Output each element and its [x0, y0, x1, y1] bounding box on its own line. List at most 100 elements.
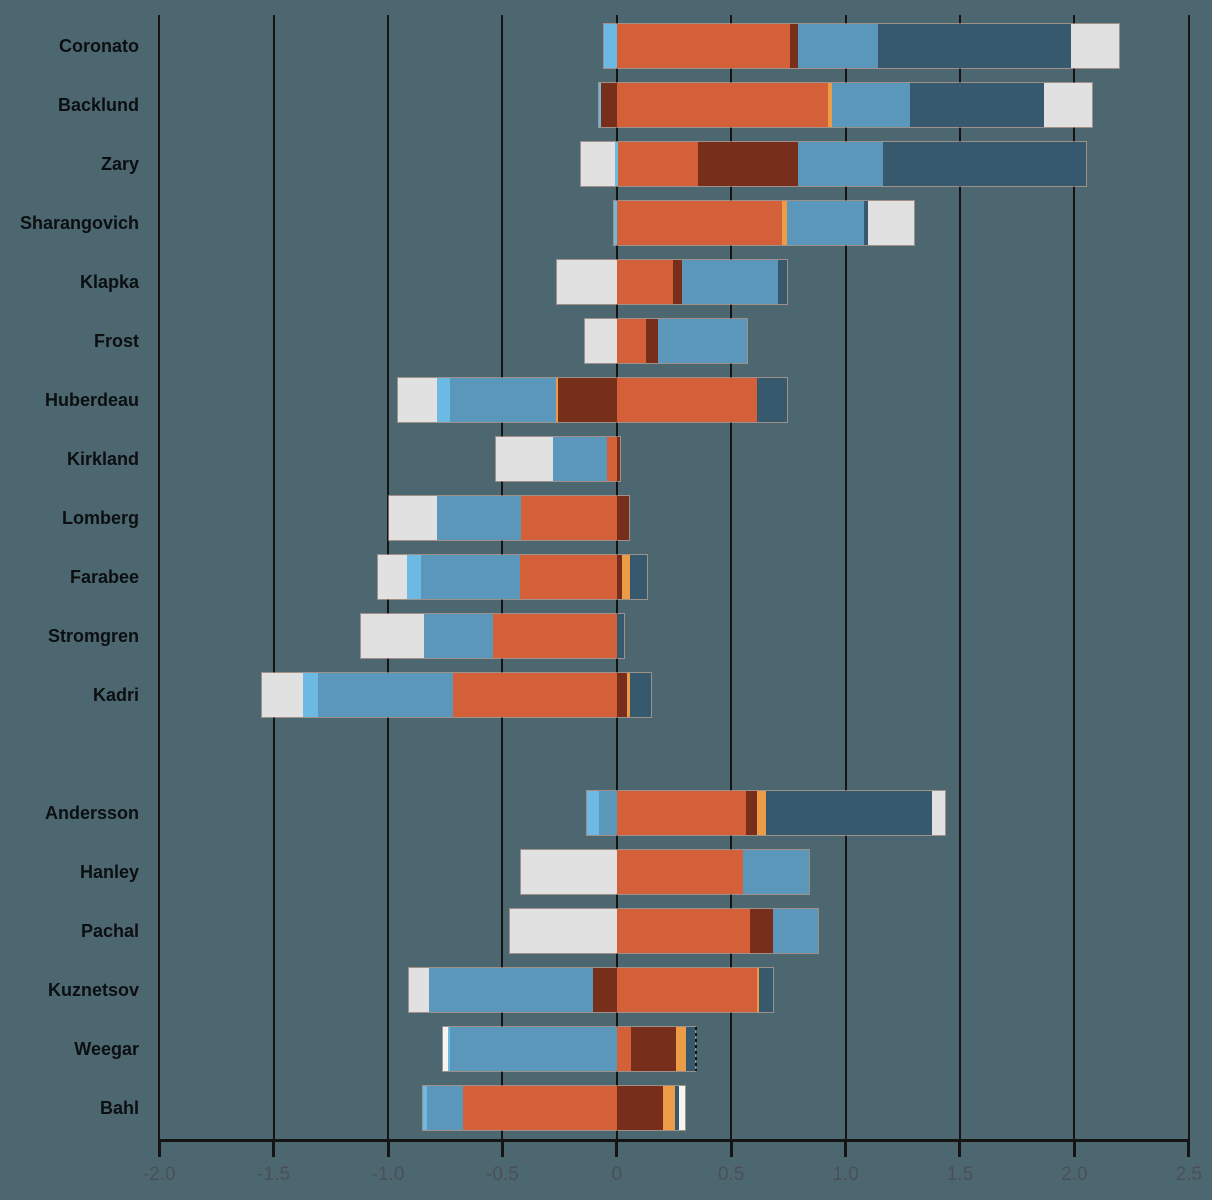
bar-segment	[616, 791, 746, 835]
bar-segment	[629, 555, 647, 599]
x-axis-tick	[729, 1140, 733, 1157]
bar-segment	[397, 378, 438, 422]
bar-segment	[616, 1086, 664, 1130]
bar-segment	[361, 614, 425, 658]
bar-segment	[745, 791, 757, 835]
bar-segment	[616, 968, 758, 1012]
bar-segment	[781, 201, 787, 245]
bar-segment	[759, 968, 774, 1012]
bar-segment	[585, 319, 617, 363]
bar-segment	[1070, 24, 1119, 68]
bar-segment	[750, 909, 773, 953]
bar-segment	[614, 201, 617, 245]
x-axis-tick	[500, 1140, 504, 1157]
bar-segment	[443, 1027, 448, 1071]
bar-segment	[388, 496, 437, 540]
bar-segment	[778, 260, 787, 304]
row-label: Backlund	[57, 95, 139, 115]
x-axis-tick	[386, 1140, 390, 1157]
bar-segment	[420, 555, 520, 599]
bar-segment	[1044, 83, 1092, 127]
gridline	[1073, 15, 1076, 1140]
bar-segment	[409, 968, 430, 1012]
bar-segment	[407, 555, 421, 599]
bar-segment	[616, 437, 621, 481]
bar-segment	[616, 1027, 631, 1071]
bar-segment	[697, 142, 798, 186]
bar-segment	[757, 968, 760, 1012]
gridline	[844, 15, 847, 1140]
gridline	[958, 15, 961, 1140]
bar-segment	[827, 83, 833, 127]
bar-segment	[616, 319, 647, 363]
row-label: Kirkland	[66, 449, 139, 469]
x-axis-line	[157, 1139, 1191, 1142]
row-label: Weegar	[74, 1039, 139, 1059]
bar-segment	[598, 791, 617, 835]
bar-segment	[630, 1027, 676, 1071]
x-axis-tick	[1072, 1140, 1076, 1157]
bar-segment	[616, 909, 751, 953]
bar-segment	[616, 850, 744, 894]
bar-segment	[557, 260, 617, 304]
bar-segment	[756, 378, 787, 422]
bar-segment	[601, 83, 617, 127]
bar-segment	[377, 555, 408, 599]
x-axis-tick	[157, 1140, 161, 1157]
bar-segment	[495, 437, 553, 481]
x-axis-tick-label: -0.5	[486, 1164, 519, 1185]
x-axis-tick-label: 1.0	[832, 1164, 859, 1185]
bar-segment	[450, 1027, 617, 1071]
bar-segment	[931, 791, 945, 835]
x-axis-tick	[844, 1140, 848, 1157]
bar-segment	[422, 1086, 428, 1130]
row-label: Lomberg	[61, 508, 139, 528]
bar-segment	[429, 968, 594, 1012]
bar-segment	[616, 555, 622, 599]
bar-segment	[616, 378, 757, 422]
row-label: Farabee	[69, 567, 139, 587]
gridline	[272, 15, 275, 1140]
bar-segment	[603, 24, 617, 68]
bar-segment	[317, 673, 453, 717]
bar-segment	[519, 555, 617, 599]
x-axis-tick-label: 0	[611, 1164, 623, 1185]
bar-segment	[598, 83, 602, 127]
bar-segment	[493, 614, 617, 658]
bar-segment	[658, 319, 748, 363]
x-axis-tick	[272, 1140, 276, 1157]
bar-segment	[797, 24, 878, 68]
x-axis-tick-label: 2.0	[1061, 1164, 1088, 1185]
bar-segment	[616, 24, 790, 68]
bar-segment	[673, 260, 682, 304]
bar-segment	[616, 260, 674, 304]
bar-segment	[765, 791, 932, 835]
x-axis-tick	[615, 1140, 619, 1157]
gridline	[158, 15, 161, 1140]
row-label: Hanley	[79, 862, 139, 882]
bar-segment	[261, 673, 304, 717]
bar-segment	[797, 142, 884, 186]
bar-segment	[427, 1086, 464, 1130]
row-label: Frost	[94, 331, 139, 351]
row-label: Huberdeau	[44, 390, 139, 410]
bar-segment	[832, 83, 911, 127]
bar-segment	[772, 909, 819, 953]
bar-segment	[452, 673, 617, 717]
x-axis-tick-label: 0.5	[717, 1164, 745, 1185]
bar-segment	[447, 1027, 451, 1071]
bar-segment	[685, 1027, 695, 1071]
bar-segment	[681, 260, 779, 304]
bar-segment	[630, 673, 651, 717]
bar-segment	[877, 24, 1071, 68]
bar-segment	[449, 378, 556, 422]
bar-segment	[593, 968, 617, 1012]
bar-end-marker	[694, 1027, 697, 1071]
bar-segment	[646, 319, 659, 363]
bar-segment	[552, 437, 607, 481]
bar-segment	[756, 791, 766, 835]
gridline	[1187, 15, 1190, 1140]
bar-segment	[883, 142, 1086, 186]
bar-segment	[437, 378, 450, 422]
